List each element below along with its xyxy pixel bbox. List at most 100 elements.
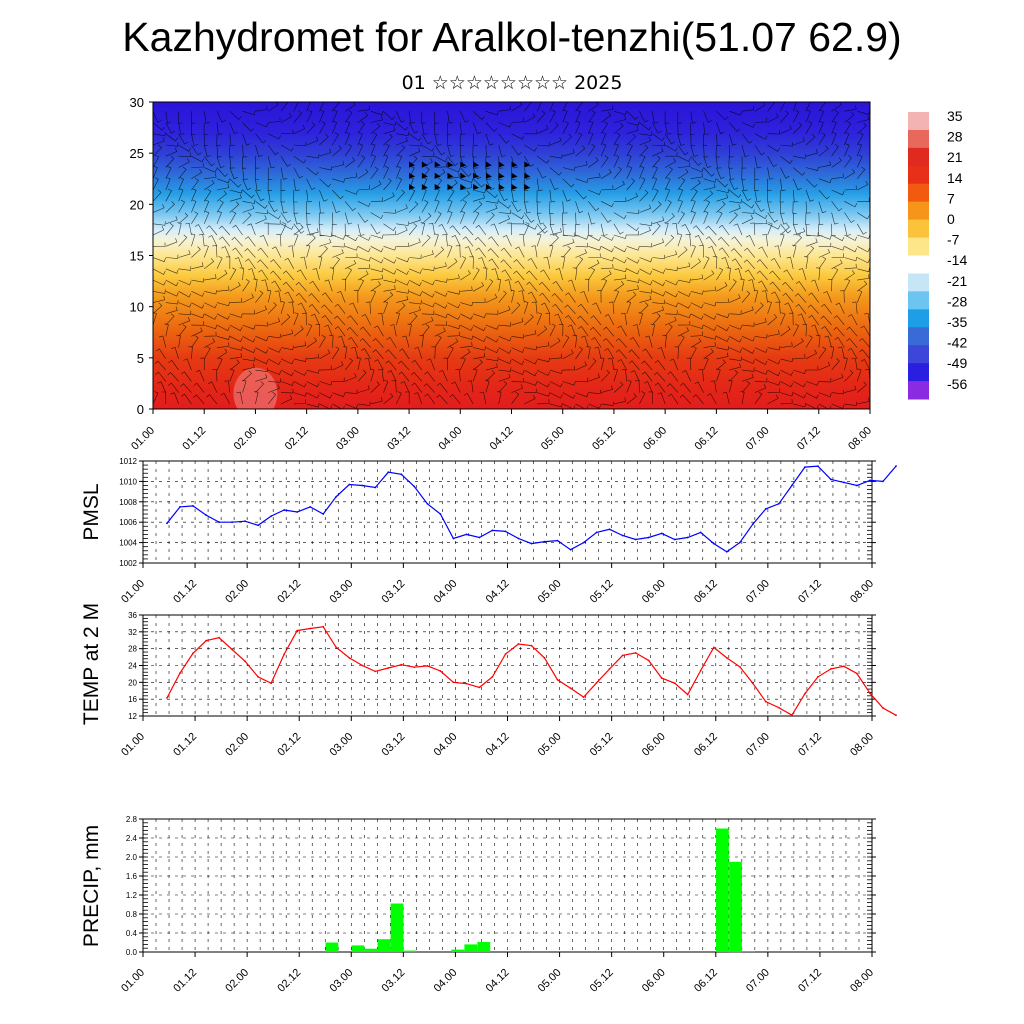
wind-barb bbox=[780, 142, 793, 147]
wind-barb bbox=[383, 379, 389, 393]
wind-barb bbox=[280, 113, 292, 123]
x-tick-label: 07.00 bbox=[744, 425, 772, 453]
wind-barb bbox=[869, 111, 870, 112]
pmsl-point bbox=[699, 531, 702, 534]
wind-barb bbox=[396, 221, 409, 226]
wind-barb bbox=[718, 236, 730, 247]
wind-barb bbox=[498, 209, 512, 214]
wind-barb bbox=[608, 301, 615, 314]
wind-barb bbox=[319, 349, 331, 360]
wind-barb bbox=[460, 357, 466, 371]
wind-barb bbox=[869, 403, 870, 404]
wind-barb bbox=[780, 155, 793, 164]
wind-barb bbox=[447, 188, 455, 202]
wind-barb bbox=[565, 314, 576, 326]
wind-barb bbox=[677, 199, 683, 213]
pmsl-point bbox=[179, 506, 181, 508]
wind-barb bbox=[460, 122, 466, 135]
wind-barb bbox=[549, 102, 554, 112]
wind-barb bbox=[626, 133, 636, 146]
wind-barb bbox=[153, 137, 165, 146]
wind-barb bbox=[198, 234, 205, 247]
pmsl-point bbox=[882, 480, 884, 483]
wind-barb bbox=[613, 180, 625, 191]
wind-barb bbox=[664, 234, 675, 247]
pmsl-point bbox=[608, 528, 611, 531]
wind-barb bbox=[805, 133, 816, 146]
wind-barb bbox=[344, 189, 358, 195]
temp-point bbox=[817, 676, 819, 678]
wind-barb bbox=[485, 363, 498, 371]
wind-barb bbox=[165, 279, 179, 287]
wind-barb bbox=[411, 359, 423, 371]
wind-flag bbox=[460, 172, 467, 179]
wind-barb bbox=[657, 392, 666, 405]
wind-barb bbox=[359, 338, 371, 348]
wind-barb bbox=[267, 156, 275, 169]
wind-barb bbox=[537, 399, 550, 405]
wind-barb bbox=[613, 212, 627, 220]
wind-barb bbox=[639, 136, 652, 146]
wind-barb bbox=[792, 201, 797, 214]
wind-barb bbox=[306, 212, 312, 225]
y-tick-label: 10 bbox=[130, 300, 144, 315]
wind-barb bbox=[718, 224, 730, 236]
wind-barb bbox=[716, 193, 729, 202]
x-tick-label: 06.00 bbox=[640, 967, 668, 995]
x-tick-label: 05.00 bbox=[536, 731, 564, 759]
wind-barb bbox=[770, 257, 781, 269]
wind-barb bbox=[165, 133, 178, 142]
wind-barb bbox=[703, 286, 716, 292]
wind-barb bbox=[665, 310, 678, 315]
wind-barb bbox=[692, 225, 704, 236]
wind-barb bbox=[344, 246, 358, 251]
wind-barb bbox=[703, 210, 709, 224]
wind-barb bbox=[586, 346, 591, 359]
wind-barb bbox=[370, 154, 377, 168]
wind-barb bbox=[178, 266, 192, 271]
wind-barb bbox=[383, 268, 397, 275]
wind-barb bbox=[409, 306, 421, 315]
wind-barb bbox=[191, 327, 203, 337]
wind-barb bbox=[216, 122, 223, 135]
wind-barb bbox=[652, 166, 658, 179]
temp-point bbox=[712, 646, 715, 649]
wind-barb bbox=[203, 156, 215, 167]
wind-barb bbox=[421, 152, 435, 157]
wind-barb bbox=[293, 155, 307, 164]
wind-barb bbox=[831, 223, 836, 237]
wind-barb bbox=[844, 143, 850, 157]
wind-barb bbox=[498, 167, 503, 180]
x-tick-label: 02.12 bbox=[275, 578, 303, 606]
wind-barb bbox=[531, 301, 538, 314]
wind-barb bbox=[600, 155, 609, 168]
wind-barb bbox=[396, 144, 406, 157]
wind-barb bbox=[536, 189, 541, 203]
wind-barb bbox=[232, 247, 243, 258]
wind-barb bbox=[654, 382, 666, 393]
wind-barb bbox=[792, 234, 803, 247]
wind-barb bbox=[242, 310, 255, 315]
wind-barb bbox=[491, 268, 499, 281]
wind-barb bbox=[434, 246, 445, 258]
wind-barb bbox=[664, 199, 672, 213]
wind-barb bbox=[664, 222, 669, 236]
wind-barb bbox=[370, 110, 384, 116]
wind-barb bbox=[818, 189, 830, 200]
wind-barb bbox=[396, 257, 410, 263]
pmsl-point bbox=[621, 534, 624, 537]
wind-barb bbox=[254, 167, 260, 180]
temp-point bbox=[322, 625, 325, 628]
wind-barb bbox=[267, 302, 277, 315]
wind-barb bbox=[756, 270, 768, 281]
wind-barb bbox=[165, 268, 179, 274]
wind-barb bbox=[396, 204, 408, 213]
wind-barb bbox=[332, 346, 340, 360]
pmsl-point bbox=[296, 511, 299, 513]
wind-barb bbox=[385, 360, 397, 371]
wind-barb bbox=[383, 285, 396, 292]
wind-barb bbox=[447, 331, 460, 337]
wind-barb bbox=[652, 313, 661, 326]
wind-barb bbox=[229, 194, 242, 202]
wind-barb bbox=[270, 259, 282, 269]
